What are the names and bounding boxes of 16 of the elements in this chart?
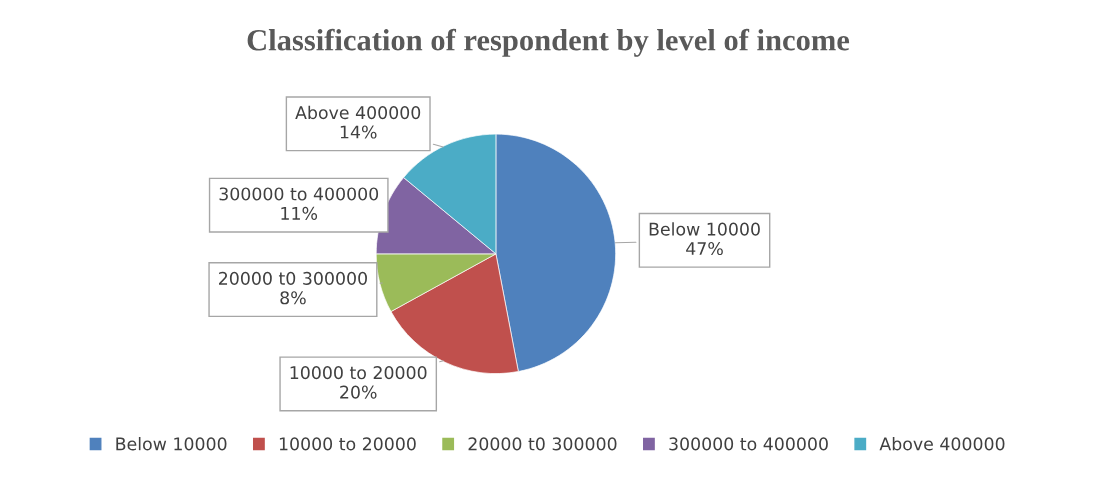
slice-label: Above 400000 — [295, 105, 421, 120]
data-label: 47% — [686, 241, 723, 256]
slice-label: Below 10000 — [649, 222, 760, 236]
legend-label: 10000 to 20000 — [279, 437, 416, 451]
legend-label: Above 400000 — [879, 436, 1005, 451]
slice-label: 20000 t0 300000 — [219, 271, 367, 285]
data-label: 8% — [280, 291, 306, 305]
slice-label: 300000 to 400000 — [219, 187, 379, 201]
data-label: 20% — [340, 385, 377, 399]
legend-label: Below 10000 — [116, 436, 227, 451]
data-label: 14% — [340, 125, 377, 139]
legend-label: 300000 to 400000 — [669, 437, 828, 451]
chart-title: Classification of respondent by level of income — [247, 28, 850, 57]
legend-label: 20000 t0 300000 — [468, 437, 617, 451]
slice-label: 10000 to 20000 — [290, 366, 427, 380]
data-label: 11% — [281, 206, 318, 220]
